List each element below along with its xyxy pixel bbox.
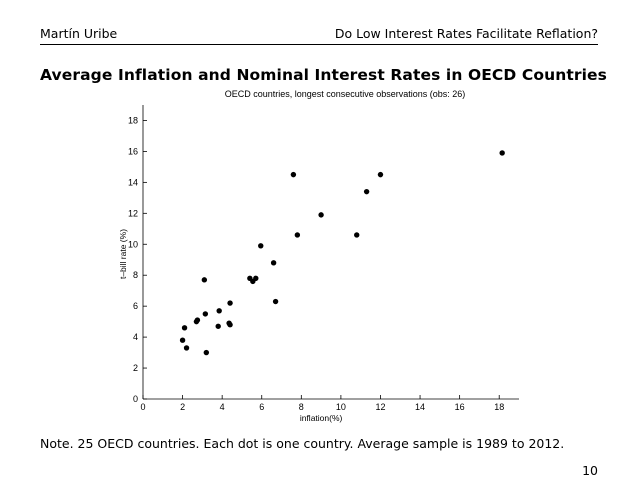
data-point	[216, 308, 222, 314]
x-tick-label: 18	[494, 402, 504, 412]
x-tick-label: 8	[299, 402, 304, 412]
scatter-points	[179, 150, 505, 356]
y-axis-ticks: 0 2 4 6 8 10 12 14 16 18	[128, 115, 147, 404]
x-tick-label: 2	[180, 402, 185, 412]
data-point	[203, 349, 210, 356]
y-tick-label: 2	[133, 363, 138, 373]
x-tick-label: 16	[455, 402, 465, 412]
x-tick-label: 12	[375, 402, 385, 412]
y-axis-label: t–bill rate (%)	[118, 229, 128, 279]
x-tick-label: 0	[140, 402, 145, 412]
data-point	[270, 260, 277, 266]
data-point	[354, 232, 360, 238]
chart-title: OECD countries, longest consecutive obse…	[225, 89, 466, 99]
y-tick-label: 0	[133, 394, 138, 404]
y-tick-label: 8	[133, 270, 138, 280]
data-point	[258, 243, 264, 249]
x-tick-label: 4	[220, 402, 225, 412]
data-point	[363, 188, 370, 195]
slide-note: Note. 25 OECD countries. Each dot is one…	[40, 436, 565, 451]
x-axis-label: inflation(%)	[300, 413, 343, 423]
x-axis-ticks: 0 2 4 6 8 10 12 14 16 18	[140, 395, 504, 412]
page-number: 10	[582, 463, 598, 478]
data-point	[318, 212, 324, 218]
x-tick-label: 14	[415, 402, 425, 412]
data-point	[377, 171, 384, 178]
x-tick-label: 10	[336, 402, 346, 412]
y-tick-label: 14	[128, 177, 138, 187]
data-point	[183, 345, 190, 351]
data-point	[499, 150, 505, 156]
header-author: Martín Uribe	[40, 26, 118, 41]
data-point	[227, 300, 233, 306]
header-divider	[40, 44, 598, 45]
data-point	[201, 277, 208, 283]
y-tick-label: 10	[128, 239, 138, 249]
data-point	[294, 232, 301, 238]
data-point	[202, 311, 209, 317]
y-tick-label: 12	[128, 208, 138, 218]
data-point	[272, 298, 279, 305]
data-point	[179, 337, 186, 343]
slide-title: Average Inflation and Nominal Interest R…	[40, 66, 607, 84]
data-point	[253, 275, 259, 282]
data-point	[215, 323, 221, 329]
chart-axes	[142, 105, 519, 400]
data-point	[194, 317, 201, 323]
y-tick-label: 6	[133, 301, 138, 311]
x-tick-label: 6	[259, 402, 264, 412]
data-point	[181, 325, 188, 331]
header-talk-title: Do Low Interest Rates Facilitate Reflati…	[334, 26, 598, 41]
data-point	[290, 171, 297, 178]
y-tick-label: 18	[128, 115, 138, 125]
data-point	[227, 322, 233, 328]
y-tick-label: 16	[128, 146, 138, 156]
y-tick-label: 4	[133, 332, 138, 342]
